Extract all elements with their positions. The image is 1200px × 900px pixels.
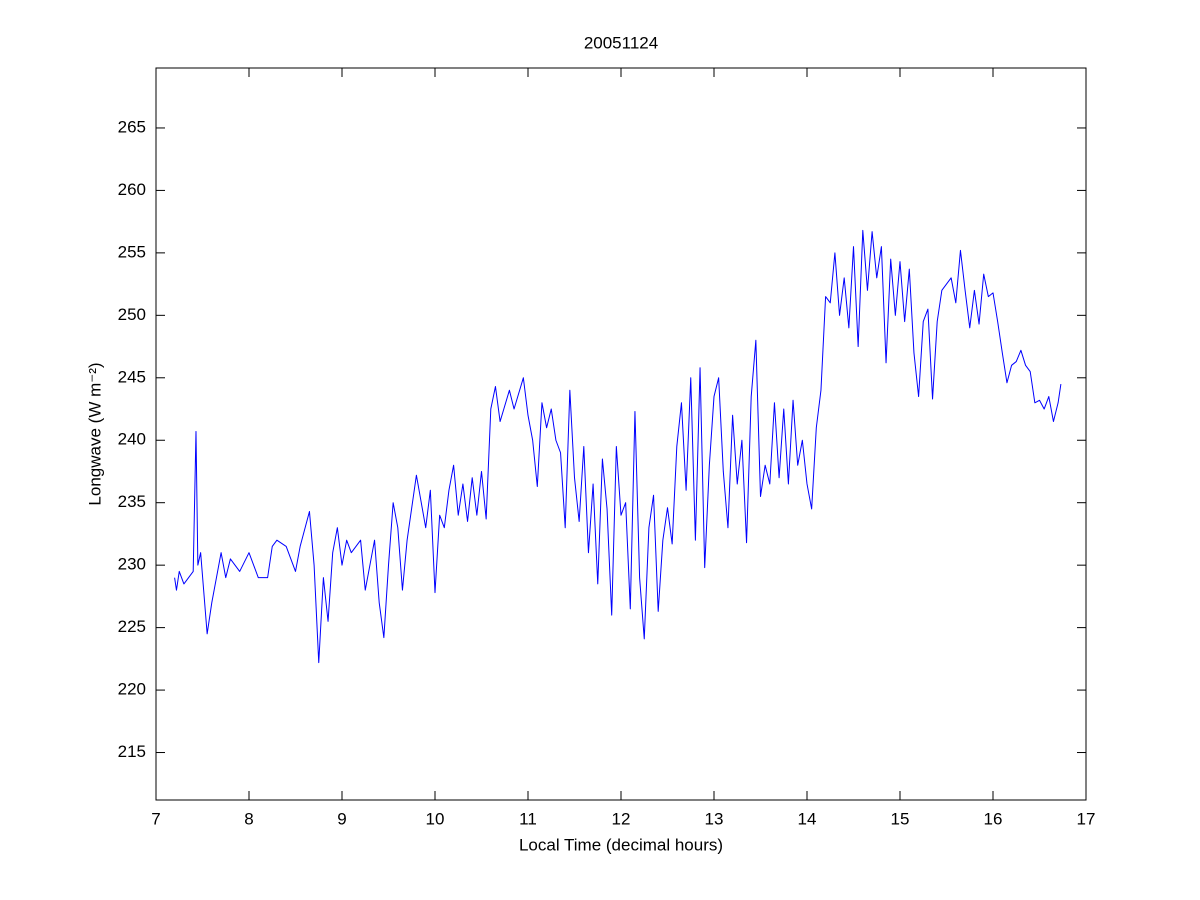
data-line [174,229,1062,664]
x-tick-label: 11 [519,809,537,828]
x-tick-label: 7 [151,809,160,828]
y-tick-label: 245 [118,367,146,386]
y-tick-label: 230 [118,555,146,574]
plot-area [155,67,1087,801]
x-tick-label: 17 [1077,809,1096,828]
y-tick-label: 215 [118,742,146,761]
x-tick-label: 9 [337,809,346,828]
x-tick-label: 16 [984,809,1003,828]
y-axis-label: Longwave (W m⁻²) [85,362,104,505]
x-tick-label: 14 [798,809,817,828]
x-tick-label: 10 [426,809,445,828]
chart-title: 20051124 [584,33,658,52]
y-tick-label: 260 [118,180,146,199]
x-tick-label: 12 [612,809,631,828]
y-tick-label: 235 [118,492,146,511]
y-tick-label: 265 [118,117,146,136]
y-tick-label: 220 [118,680,146,699]
y-tick-label: 250 [118,305,146,324]
x-tick-label: 13 [705,809,724,828]
y-tick-label: 255 [118,242,146,261]
y-tick-label: 225 [118,617,146,636]
y-tick-label: 240 [118,430,146,449]
x-tick-label: 8 [244,809,253,828]
x-tick-label: 15 [891,809,910,828]
x-axis-label: Local Time (decimal hours) [519,835,723,854]
